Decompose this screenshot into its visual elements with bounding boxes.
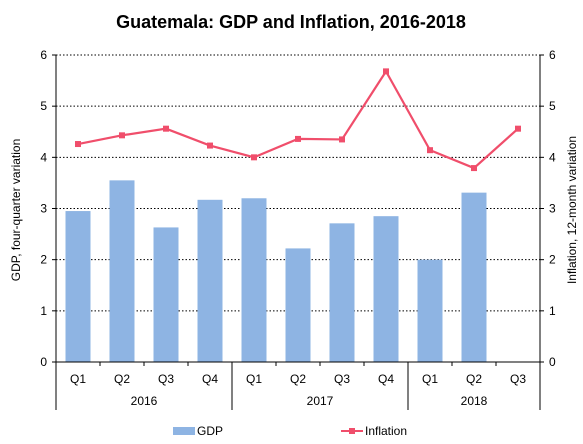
year-group-label: 2017 xyxy=(307,394,334,408)
legend-gdp-label: GDP xyxy=(197,424,223,438)
gdp-bar xyxy=(153,227,179,362)
y-tick-label-right: 1 xyxy=(549,304,556,318)
inflation-marker xyxy=(515,125,521,132)
y-tick-label-right: 4 xyxy=(549,150,556,164)
y-tick-label-left: 5 xyxy=(40,99,47,113)
inflation-marker xyxy=(163,125,169,132)
y-tick-label-left: 4 xyxy=(40,150,47,164)
year-group-label: 2018 xyxy=(461,394,488,408)
inflation-marker xyxy=(383,68,389,75)
axes xyxy=(52,54,544,410)
inflation-series-line xyxy=(77,69,519,170)
chart-title: Guatemala: GDP and Inflation, 2016-2018 xyxy=(116,12,466,32)
inflation-marker xyxy=(207,142,213,149)
gdp-bars xyxy=(65,180,487,362)
y-axis-label-left: GDP, four-quarter variation xyxy=(9,139,23,282)
legend: GDP Inflation xyxy=(173,424,407,438)
x-tick-label: Q3 xyxy=(158,372,174,386)
x-tick-label: Q2 xyxy=(290,372,306,386)
gdp-bar xyxy=(241,198,267,362)
x-tick-label: Q1 xyxy=(70,372,86,386)
legend-gdp-swatch xyxy=(173,427,195,435)
y-tick-label-left: 3 xyxy=(40,202,47,216)
legend-inflation-marker xyxy=(349,428,355,434)
gdp-bar xyxy=(461,192,487,362)
x-tick-label: Q2 xyxy=(114,372,130,386)
x-tick-label: Q1 xyxy=(246,372,262,386)
x-tick-label: Q4 xyxy=(378,372,394,386)
x-tick-label: Q1 xyxy=(422,372,438,386)
y-tick-label-left: 6 xyxy=(40,48,47,62)
inflation-marker xyxy=(119,132,125,139)
y-axis-label-right: Inflation, 12-month variation xyxy=(565,136,579,284)
y-tick-label-left: 0 xyxy=(40,355,47,369)
gdp-bar xyxy=(65,211,91,362)
year-group-label: 2016 xyxy=(131,394,158,408)
inflation-marker xyxy=(75,141,81,148)
y-tick-label-right: 6 xyxy=(549,48,556,62)
gdp-bar xyxy=(329,223,355,362)
y-tick-label-right: 3 xyxy=(549,202,556,216)
y-tick-label-left: 1 xyxy=(40,304,47,318)
gridlines xyxy=(56,54,540,312)
inflation-line xyxy=(75,68,521,172)
inflation-marker xyxy=(427,147,433,154)
gdp-bar xyxy=(197,199,223,362)
y-tick-label-right: 2 xyxy=(549,253,556,267)
gdp-bar xyxy=(417,259,443,362)
inflation-marker xyxy=(251,154,257,161)
gdp-bar xyxy=(373,216,399,362)
gdp-bar xyxy=(109,180,135,362)
x-tick-label: Q2 xyxy=(466,372,482,386)
axis-tick-labels: 0 01 12 23 34 45 56 6Q1 Q2 Q3 Q4 Q1 Q2 Q3 Q4 Q1 Q2 Q32016… xyxy=(40,48,556,408)
legend-inflation-label: Inflation xyxy=(365,424,407,438)
x-tick-label: Q3 xyxy=(334,372,350,386)
x-tick-label: Q4 xyxy=(202,372,218,386)
y-tick-label-right: 5 xyxy=(549,99,556,113)
gdp-bar xyxy=(285,248,311,362)
inflation-marker xyxy=(339,136,345,143)
y-tick-label-left: 2 xyxy=(40,253,47,267)
inflation-marker xyxy=(471,165,477,172)
inflation-marker xyxy=(295,135,301,142)
y-tick-label-right: 0 xyxy=(549,355,556,369)
x-tick-label: Q3 xyxy=(510,372,526,386)
